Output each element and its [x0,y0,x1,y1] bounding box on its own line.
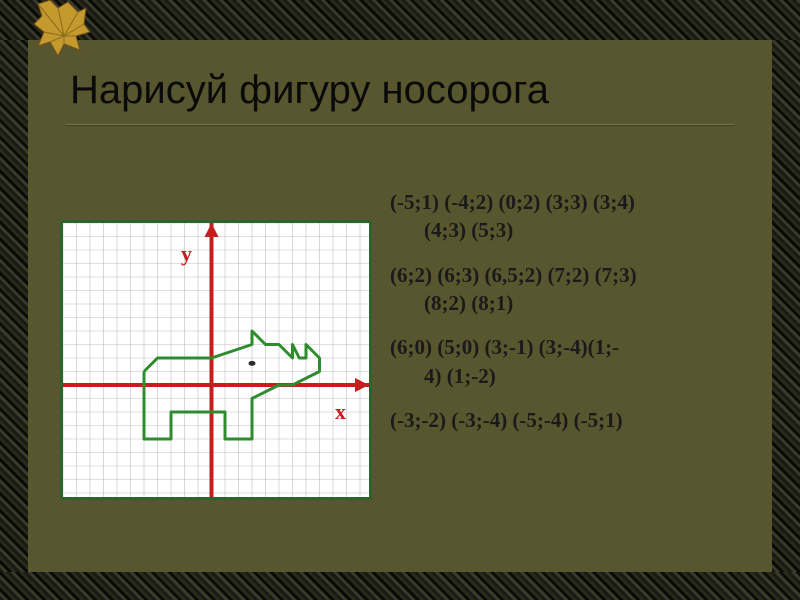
slide-content: Нарисуй фигуру носорога y x (-5;1) (-4;2… [28,40,772,572]
coordinate-graph: y x [60,220,372,500]
y-axis-label: y [181,241,192,267]
coord-line: (-5;1) (-4;2) (0;2) (3;3) (3;4) (4;3) (5… [390,188,752,245]
coord-line: (6;2) (6;3) (6,5;2) (7;2) (7;3) (8;2) (8… [390,261,752,318]
x-axis-label: x [335,399,346,425]
coord-line: (6;0) (5;0) (3;-1) (3;-4)(1;-4) (1;-2) [390,333,752,390]
coord-line: (-3;-2) (-3;-4) (-5;-4) (-5;1) [390,406,752,434]
title-underline [66,124,734,126]
page-title: Нарисуй фигуру носорога [70,68,549,113]
leaf-icon [28,0,98,66]
graph-svg [63,223,369,497]
coordinate-list: (-5;1) (-4;2) (0;2) (3;3) (3;4) (4;3) (5… [390,188,752,450]
